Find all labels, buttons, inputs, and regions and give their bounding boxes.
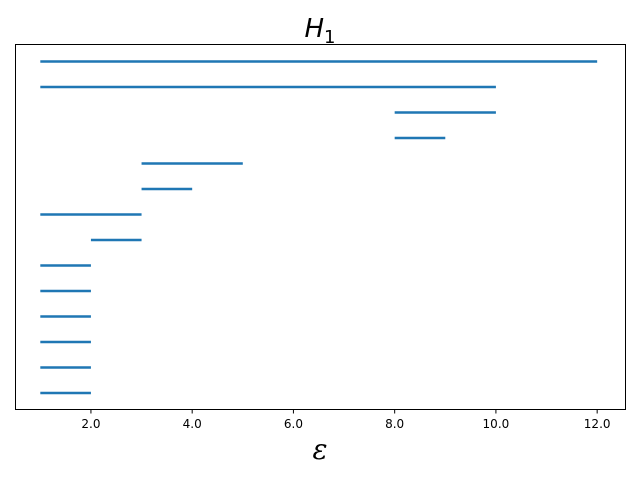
x-axis-ticks: 2.0 4.0 6.0 8.0 10.0 12.0 [81,409,611,431]
x-tick-label: 12.0 [584,417,611,431]
x-tick-label: 4.0 [183,417,202,431]
x-tick-label: 8.0 [385,417,404,431]
x-tick-label: 6.0 [284,417,303,431]
chart-title: H1 [304,14,335,48]
x-tick-label: 2.0 [81,417,100,431]
x-axis-label: ε [312,433,327,466]
plot-frame [15,44,626,410]
x-tick-label: 10.0 [483,417,510,431]
chart-title-main: H [304,14,324,44]
chart-title-subscript: 1 [324,27,335,48]
bars-layer [40,60,598,395]
